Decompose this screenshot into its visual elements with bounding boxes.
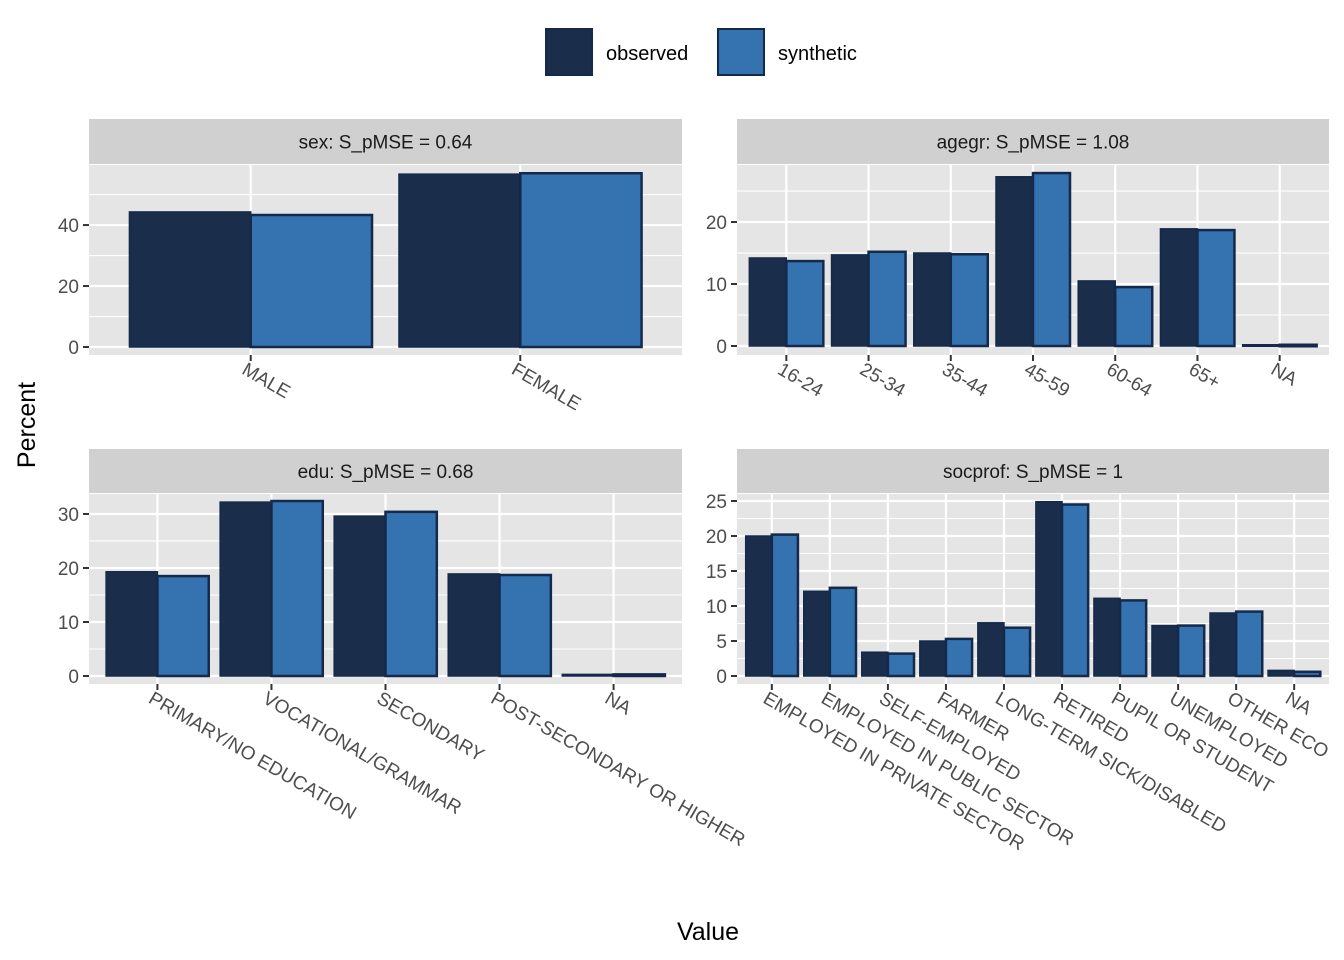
bar-synthetic-65- (1196, 228, 1236, 348)
bar-synthetic-35-44 (949, 253, 990, 348)
y-tick-label: 0 (716, 667, 727, 688)
bar-synthetic-male (249, 213, 374, 349)
bar-synthetic-16-24 (785, 259, 825, 348)
bar-observed-unemployed (1151, 624, 1179, 677)
bar-observed-secondary (333, 515, 387, 677)
bar-synthetic-na (1292, 670, 1322, 678)
bar-synthetic-long-term-sick-disabled (1002, 626, 1032, 678)
bar-synthetic-na (612, 673, 667, 678)
legend-label-synthetic: synthetic (778, 43, 857, 65)
x-tick-label: 35-44 (938, 359, 991, 402)
bar-observed-16-24 (748, 257, 788, 347)
x-tick-label: NA (1267, 359, 1301, 391)
bar-observed-45-59 (995, 176, 1034, 347)
panel-title: socprof: S_pMSE = 1 (943, 462, 1123, 483)
panel-title: sex: S_pMSE = 0.64 (299, 133, 473, 154)
y-tick-label: 0 (68, 338, 79, 359)
bar-synthetic-pupil-or-student (1118, 599, 1148, 678)
bar-synthetic-retired (1060, 503, 1090, 678)
y-tick-label: 40 (58, 216, 79, 237)
legend: observed synthetic (545, 28, 857, 76)
y-tick-label: 30 (58, 505, 79, 526)
y-tick-label: 10 (58, 613, 79, 634)
bar-synthetic-female (519, 171, 643, 349)
panel-sex: sex: S_pMSE = 0.64 0 20 40 MALE FEMALE (58, 119, 682, 415)
x-tick-label: PRIMARY/NO EDUCATION (145, 688, 360, 824)
bar-observed-na (1267, 669, 1295, 677)
y-axis-title: Percent (13, 382, 41, 468)
bar-synthetic-25-34 (867, 250, 907, 348)
legend-swatch-synthetic (717, 28, 765, 76)
bar-observed-employed-in-public-sector (802, 590, 831, 677)
y-tick-label: 20 (58, 277, 79, 298)
bar-synthetic-primary-no-education (156, 574, 210, 678)
bar-observed-vocational-grammar (219, 501, 273, 677)
bar-observed-primary-no-education (105, 571, 159, 677)
y-tick-label: 10 (706, 275, 727, 296)
bar-observed-na (561, 673, 615, 677)
bar-synthetic-secondary (384, 510, 439, 678)
bar-synthetic-self-employed (886, 652, 916, 678)
bar-synthetic-60-64 (1113, 285, 1154, 348)
bar-synthetic-45-59 (1031, 171, 1072, 348)
bar-observed-35-44 (913, 252, 952, 347)
x-tick-label: 25-34 (856, 359, 909, 402)
panel-title: agegr: S_pMSE = 1.08 (937, 133, 1130, 154)
bar-synthetic-other-eco (1234, 610, 1264, 678)
x-tick-label: NA (1282, 688, 1316, 720)
x-tick-label: MALE (238, 359, 293, 403)
bar-synthetic-employed-in-public-sector (828, 586, 858, 678)
bar-observed-65- (1159, 228, 1199, 347)
legend-swatch-observed (545, 28, 593, 76)
bar-observed-long-term-sick-disabled (977, 622, 1005, 677)
y-tick-label: 20 (706, 213, 727, 234)
panel-strip (737, 119, 1329, 164)
panel-strip (737, 449, 1329, 493)
bar-synthetic-unemployed (1176, 624, 1206, 678)
x-tick-label: VOCATIONAL/GRAMMAR (259, 688, 465, 819)
bar-observed-employed-in-private-sector (744, 535, 773, 677)
y-tick-label: 0 (716, 337, 727, 358)
y-tick-label: 0 (68, 667, 79, 688)
x-tick-label: 45-59 (1021, 359, 1074, 401)
panel-title: edu: S_pMSE = 0.68 (298, 462, 474, 483)
bar-synthetic-vocational-grammar (270, 499, 325, 678)
bar-synthetic-post-secondary-or-higher (498, 573, 553, 678)
y-tick-label: 15 (706, 562, 727, 583)
bar-observed-farmer (919, 640, 947, 677)
y-tick-label: 20 (706, 527, 727, 548)
x-tick-label: FEMALE (508, 359, 584, 415)
x-tick-label: 16-24 (774, 359, 827, 402)
bar-observed-female (398, 173, 522, 348)
bar-observed-male (128, 211, 252, 348)
bar-observed-25-34 (830, 254, 870, 347)
y-tick-label: 20 (58, 559, 79, 580)
y-tick-label: 25 (706, 492, 727, 513)
bar-observed-other-eco (1209, 612, 1237, 677)
panel-strip (89, 449, 682, 493)
legend-label-observed: observed (606, 43, 688, 65)
x-tick-label: NA (601, 688, 635, 720)
y-tick-label: 10 (706, 597, 727, 618)
bar-observed-pupil-or-student (1093, 597, 1121, 677)
panel-agegr: agegr: S_pMSE = 1.08 0 10 20 16-24 25-34 35-44… (706, 119, 1329, 402)
bar-observed-retired (1035, 500, 1063, 677)
bar-observed-na (1241, 344, 1281, 348)
y-tick-label: 5 (716, 632, 727, 653)
x-tick-label: SECONDARY (373, 688, 488, 766)
x-axis-title: Value (677, 918, 739, 946)
bar-observed-post-secondary-or-higher (447, 573, 501, 677)
bar-synthetic-farmer (944, 637, 974, 678)
bar-observed-self-employed (861, 651, 889, 677)
bar-synthetic-na (1278, 343, 1318, 348)
panel-edu: edu: S_pMSE = 0.68 0 10 20 30 PRIMARY/NO EDUC… (58, 449, 748, 851)
x-tick-label: 65+ (1185, 359, 1223, 393)
panel-strip (89, 119, 682, 164)
x-tick-label: 60-64 (1103, 359, 1156, 402)
bar-observed-60-64 (1077, 280, 1116, 347)
bar-synthetic-employed-in-private-sector (770, 533, 800, 678)
